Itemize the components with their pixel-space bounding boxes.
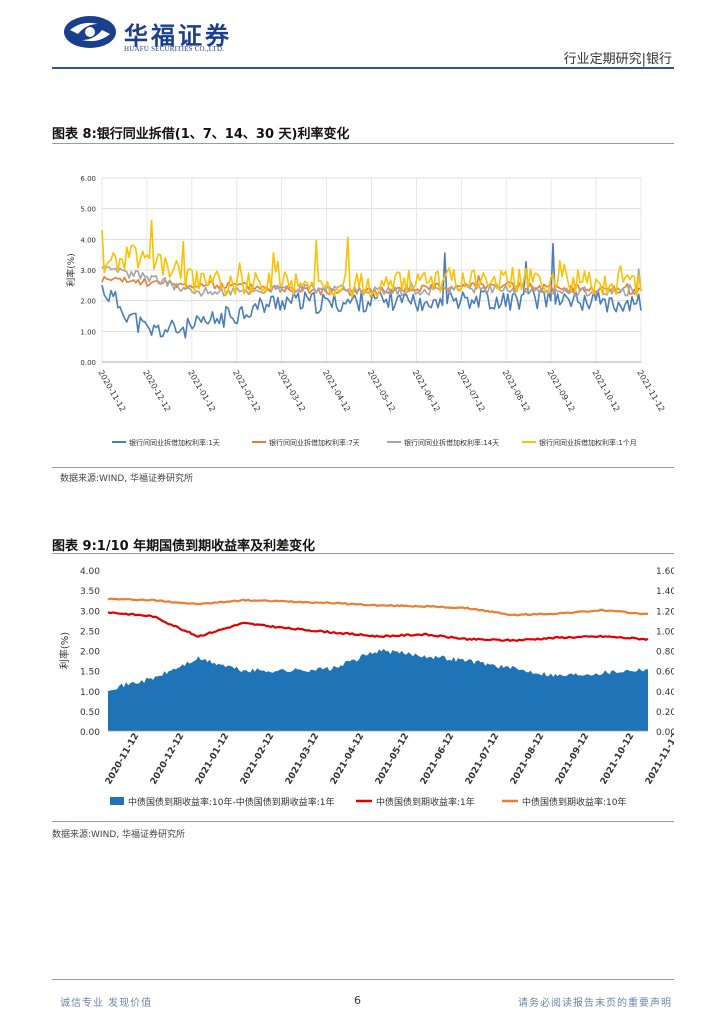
y-tick-label: 2.50 (80, 627, 100, 637)
x-tick-label: 2020-12-12 (141, 369, 172, 414)
figure9-top-rule (52, 553, 674, 554)
y-tick-label: 3.00 (80, 267, 96, 275)
x-tick-label: 2021-05-12 (366, 369, 397, 414)
y2-tick-label: 0.80 (656, 648, 674, 658)
y-tick-label: 3.00 (80, 607, 100, 617)
figure9-bottom-rule (52, 821, 674, 822)
footer-disclaimer: 请务必阅读报告末页的重要声明 (518, 998, 672, 1009)
y-tick-label: 3.50 (80, 587, 100, 597)
figure8-top-rule (52, 143, 674, 144)
x-tick-label: 2021-02-12 (239, 732, 276, 787)
x-tick-label: 2021-07-12 (464, 732, 501, 787)
y2-tick-label: 1.00 (656, 627, 674, 637)
series-line-2 (107, 597, 648, 617)
x-tick-label: 2021-03-12 (284, 732, 321, 787)
footer-slogan: 诚信专业 发现价值 (60, 998, 153, 1009)
x-tick-label: 2021-02-12 (231, 369, 262, 414)
interbank-rate-chart: 0.00 1.00 2.00 3.00 4.00 5.00 6.00 2020-11-12 20… (65, 175, 666, 447)
x-tick-label: 2021-05-12 (374, 732, 411, 787)
x-tick-label: 2021-10-12 (590, 369, 621, 414)
company-name-cn: 华福证券 (124, 21, 232, 50)
x-tick-label: 2021-01-12 (186, 369, 217, 414)
y-tick-label: 1.50 (80, 668, 100, 678)
y-tick-label: 1.00 (80, 328, 96, 336)
x-tick-label: 2020-12-12 (149, 732, 186, 787)
y-tick-label: 2.00 (80, 648, 100, 658)
x-tick-label: 2021-08-12 (501, 369, 532, 414)
x-tick-label: 2021-10-12 (599, 732, 636, 787)
legend-label-2: 银行间同业拆借加权利率:7天 (269, 438, 360, 447)
x-tick-label: 2020-11-12 (104, 732, 141, 787)
series-line-4 (101, 219, 642, 299)
y2-tick-label: 1.40 (656, 587, 674, 597)
x-tick-label: 2021-04-12 (321, 369, 352, 414)
y2-tick-label: 0.00 (656, 728, 674, 738)
figure9-title: 图表 9:1/10 年期国债到期收益率及利差变化 (52, 539, 316, 554)
legend-label-1: 银行间同业拆借加权利率:1天 (129, 438, 220, 447)
x-tick-label: 2021-11-12 (644, 732, 674, 787)
company-logo-icon (64, 16, 116, 48)
x-tick-label: 2021-08-12 (509, 732, 546, 787)
y-axis-label: 利率(%) (58, 632, 71, 669)
y2-tick-label: 0.60 (656, 668, 674, 678)
x-tick-label: 2021-01-12 (194, 732, 231, 787)
y-tick-label: 5.00 (80, 206, 96, 214)
series-line-1 (101, 242, 642, 339)
report-type: 行业定期研究|银行 (563, 52, 672, 67)
x-tick-label: 2021-09-12 (554, 732, 591, 787)
y2-tick-label: 0.40 (656, 688, 674, 698)
treasury-yield-chart: 0.00 0.50 1.00 1.50 2.00 2.50 3.00 3.50 4.00 0.00… (58, 567, 674, 808)
header-divider (52, 67, 674, 69)
y-tick-label: 2.00 (80, 298, 96, 306)
figure8-bottom-rule (52, 467, 674, 468)
y-tick-label: 4.00 (80, 567, 100, 577)
legend-label-3: 银行间同业拆借加权利率:14天 (404, 438, 499, 447)
x-tick-label: 2021-03-12 (276, 369, 307, 414)
x-tick-label: 2021-11-12 (635, 369, 666, 414)
x-tick-label: 2020-11-12 (96, 369, 127, 414)
legend-label-4: 银行间同业拆借加权利率:1个月 (539, 438, 637, 447)
figure9-source: 数据来源:WIND, 华福证券研究所 (52, 830, 185, 840)
y-tick-label: 0.50 (80, 708, 100, 718)
y2-tick-label: 0.20 (656, 708, 674, 718)
company-name-en: HUAFU SECURITIES CO.,LTD. (124, 45, 225, 53)
x-tick-label: 2021-06-12 (419, 732, 456, 787)
series-line-2 (101, 274, 642, 296)
x-tick-label: 2021-07-12 (456, 369, 487, 414)
page-number: 6 (354, 994, 361, 1007)
y-axis-label: 利率(%) (65, 253, 77, 287)
y-tick-label: 4.00 (80, 236, 96, 244)
series-line-3 (101, 265, 642, 297)
x-tick-label: 2021-06-12 (411, 369, 442, 414)
y-tick-label: 0.00 (80, 359, 96, 367)
legend-label-2: 中债国债到期收益率:1年 (376, 796, 475, 808)
figure8-source: 数据来源:WIND, 华福证券研究所 (60, 474, 193, 484)
y2-tick-label: 1.60 (656, 567, 674, 577)
footer-divider (52, 979, 674, 980)
y2-tick-label: 1.20 (656, 607, 674, 617)
series-line-1 (107, 611, 649, 643)
y-tick-label: 6.00 (80, 175, 96, 183)
legend-swatch-1 (110, 797, 124, 805)
x-tick-label: 2021-09-12 (545, 369, 576, 414)
y-tick-label: 0.00 (80, 728, 100, 738)
y-tick-label: 1.00 (80, 688, 100, 698)
spread-area (108, 648, 648, 731)
figure8-title: 图表 8:银行同业拆借(1、7、14、30 天)利率变化 (52, 127, 350, 142)
legend-label-3: 中债国债到期收益率:10年 (522, 796, 627, 808)
x-tick-label: 2021-04-12 (329, 732, 366, 787)
legend-label-1: 中债国债到期收益率:10年-中债国债到期收益率:1年 (128, 796, 335, 808)
